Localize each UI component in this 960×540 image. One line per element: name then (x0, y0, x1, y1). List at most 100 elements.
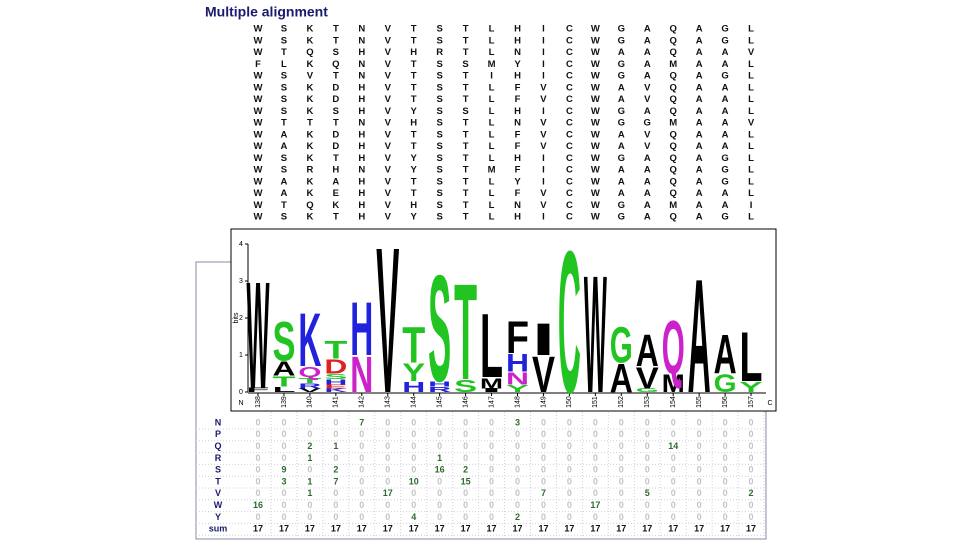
count-cell: 17 (253, 524, 263, 534)
count-cell: 0 (723, 512, 728, 522)
position-label: 156 (722, 396, 729, 408)
residue: F (515, 141, 521, 152)
residue: G (618, 35, 625, 46)
residue: H (358, 94, 365, 105)
residue: V (644, 141, 651, 152)
count-cell: 0 (593, 441, 598, 451)
logo-letter: C (558, 210, 581, 436)
count-cell: 0 (463, 417, 468, 427)
residue: N (514, 118, 521, 129)
residue: N (358, 118, 365, 129)
residue: H (514, 24, 521, 35)
position-label: 149 (540, 396, 547, 408)
residue: S (436, 188, 442, 199)
residue: I (542, 71, 545, 82)
residue: V (385, 35, 392, 46)
row-label: N (215, 417, 222, 427)
y-tick-label: 1 (239, 352, 243, 359)
residue: T (333, 35, 339, 46)
residue: A (644, 59, 651, 70)
position-label: 139 (281, 396, 288, 408)
position-label: 138 (255, 396, 262, 408)
count-cell: 0 (567, 500, 572, 510)
residue: W (254, 141, 263, 152)
logo-letter: T (402, 317, 425, 374)
residue: H (358, 141, 365, 152)
residue: G (618, 59, 625, 70)
residue: L (489, 35, 495, 46)
residue: Q (332, 59, 339, 70)
count-cell: 0 (437, 441, 442, 451)
residue: Q (670, 82, 677, 93)
residue: T (463, 176, 469, 187)
count-cell: 17 (538, 524, 548, 534)
residue: W (254, 118, 263, 129)
position-label: 140 (307, 396, 314, 408)
residue: Q (670, 141, 677, 152)
residue: Q (306, 200, 313, 211)
count-cell: 0 (567, 429, 572, 439)
residue: I (542, 24, 545, 35)
residue: V (644, 129, 651, 140)
count-cell: 0 (619, 453, 624, 463)
residue: C (566, 35, 573, 46)
residue: W (254, 71, 263, 82)
count-cell: 0 (307, 465, 312, 475)
residue: N (358, 35, 365, 46)
count-cell: 0 (697, 453, 702, 463)
logo-letter: T (454, 255, 477, 409)
residue: N (358, 24, 365, 35)
count-cell: 0 (619, 500, 624, 510)
residue: C (566, 71, 573, 82)
count-cell: 0 (437, 417, 442, 427)
count-cell: 0 (697, 488, 702, 498)
residue: V (307, 71, 314, 82)
count-cell: 0 (333, 512, 338, 522)
residue: T (411, 35, 417, 46)
residue: A (696, 141, 703, 152)
row-label: V (215, 488, 221, 498)
count-cell: 9 (281, 465, 286, 475)
residue: M (488, 59, 496, 70)
count-cell: 0 (255, 453, 260, 463)
count-cell: 0 (749, 417, 754, 427)
residue: Y (411, 153, 418, 164)
count-cell: 0 (255, 465, 260, 475)
residue: L (748, 153, 754, 164)
count-cell: 7 (541, 488, 546, 498)
logo-letter: A (688, 247, 711, 428)
residue: V (385, 129, 392, 140)
residue: M (669, 59, 677, 70)
position-label: 157 (748, 396, 755, 408)
residue: A (332, 176, 339, 187)
count-cell: 0 (723, 465, 728, 475)
residue: W (591, 141, 600, 152)
count-cell: 0 (255, 417, 260, 427)
residue: W (591, 200, 600, 211)
residue: D (332, 141, 339, 152)
residue: H (358, 106, 365, 117)
count-cell: 16 (253, 500, 263, 510)
residue: Y (514, 176, 521, 187)
count-cell: 0 (645, 512, 650, 522)
residue: V (385, 165, 392, 176)
residue: G (618, 106, 625, 117)
residue: T (463, 82, 469, 93)
residue: A (696, 59, 703, 70)
residue: L (748, 71, 754, 82)
logo-letter: G (714, 371, 737, 399)
count-cell: 17 (720, 524, 730, 534)
residue: Q (670, 165, 677, 176)
residue: T (463, 118, 469, 129)
count-cell: 0 (697, 500, 702, 510)
count-cell: 0 (333, 453, 338, 463)
residue: C (566, 165, 573, 176)
count-cell: 0 (749, 453, 754, 463)
logo-letter: T (324, 338, 347, 366)
count-cell: 0 (515, 488, 520, 498)
residue: G (618, 212, 625, 223)
count-cell: 0 (671, 429, 676, 439)
row-label: R (215, 453, 222, 463)
logo-letter: F (506, 312, 529, 363)
